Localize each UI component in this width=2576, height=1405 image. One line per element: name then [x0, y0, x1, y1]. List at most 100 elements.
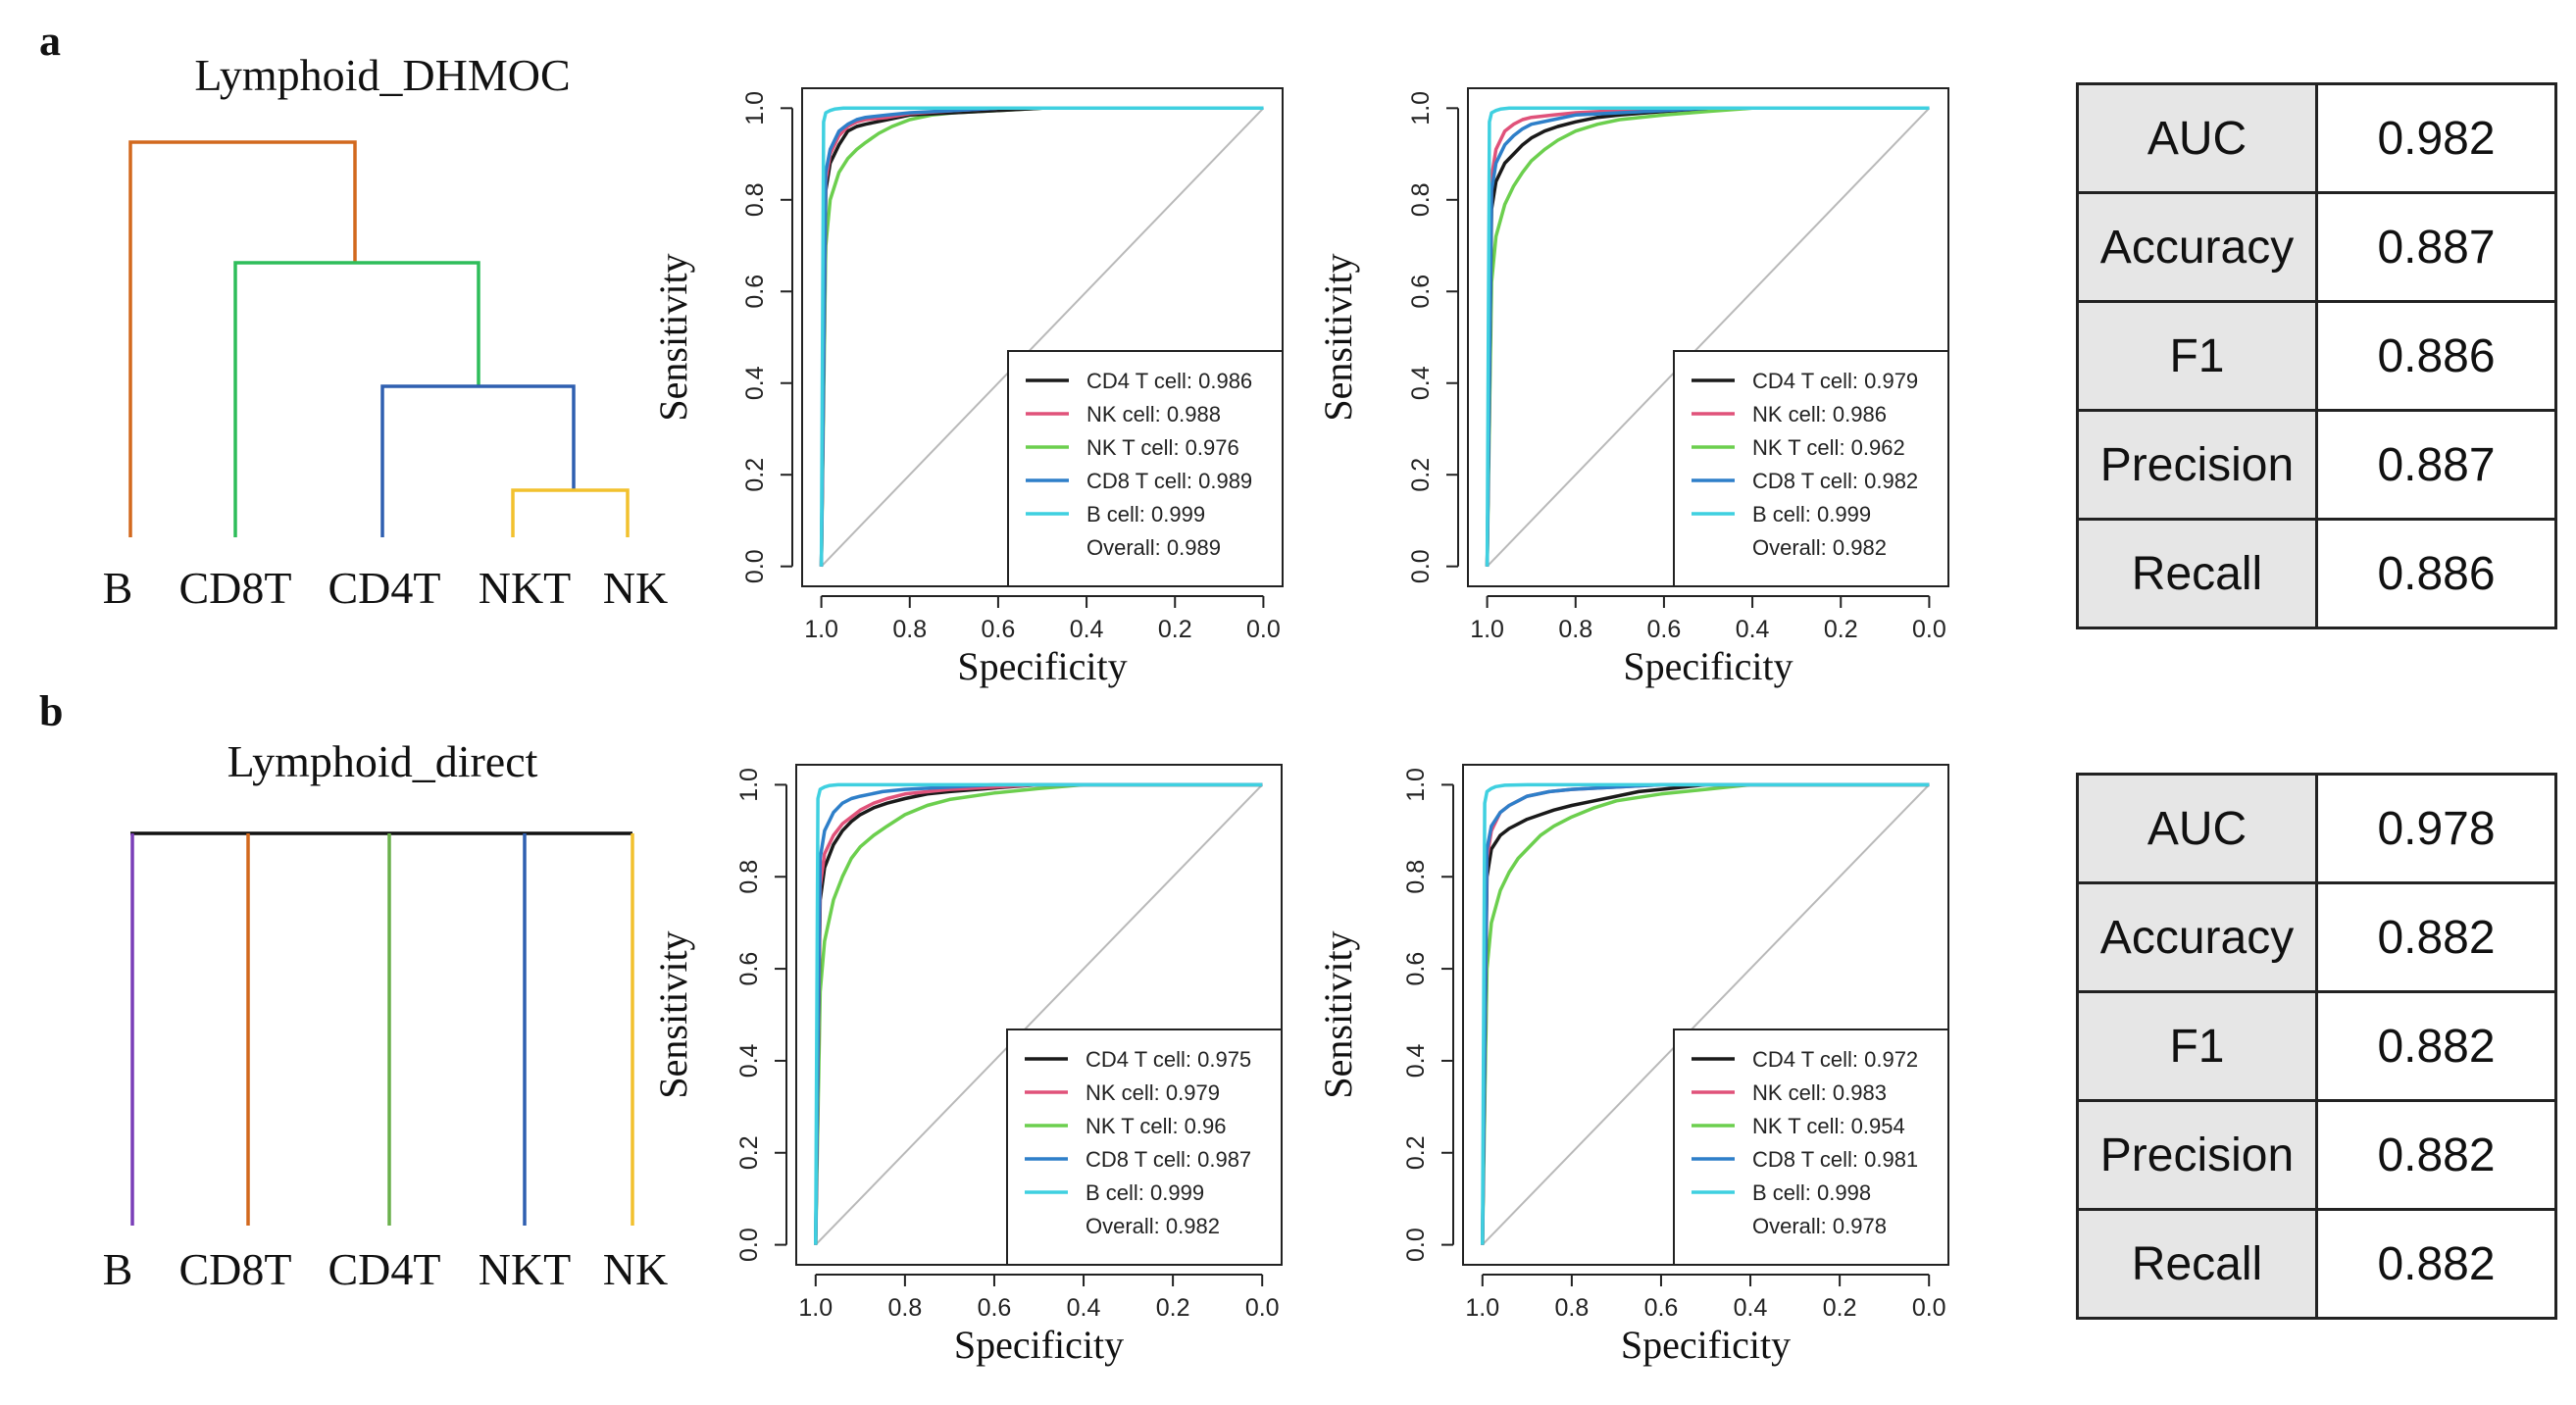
leaf-label: CD4T — [328, 563, 441, 613]
metrics-table-dhmoc: AUC 0.982 Accuracy 0.887 F1 0.886 Precis… — [2076, 82, 2557, 629]
x-tick-label: 0.0 — [1246, 616, 1281, 643]
dendrogram-branch — [128, 140, 357, 537]
legend-entry: CD8 T cell: 0.981 — [1752, 1147, 1918, 1172]
dendrogram-leaves-dhmoc: B CD8T CD4T NKT NK — [103, 563, 669, 613]
y-tick-label: 0.8 — [1402, 860, 1430, 894]
legend-entry: CD8 T cell: 0.989 — [1086, 469, 1252, 493]
legend-entry: B cell: 0.998 — [1752, 1180, 1871, 1205]
legend-entry: CD8 T cell: 0.987 — [1086, 1147, 1251, 1172]
legend-overall: Overall: 0.989 — [1086, 535, 1221, 560]
metric-value: 0.882 — [2315, 990, 2557, 1102]
metrics-row: AUC 0.978 — [2076, 773, 2557, 884]
legend-box — [1006, 1029, 1283, 1266]
x-tick-label: 0.2 — [1158, 616, 1192, 643]
metrics-table-direct: AUC 0.978 Accuracy 0.882 F1 0.882 Precis… — [2076, 773, 2557, 1320]
leaf-label: B — [103, 1244, 133, 1294]
roc-chart-b-right: 1.0 0.8 0.6 0.4 0.2 0.0 0.0 0.2 0.4 0.6 0.8 1.0 Spec… — [1316, 764, 1949, 1367]
metrics-row: Precision 0.882 — [2076, 1099, 2557, 1211]
x-axis-label: Specificity — [954, 1323, 1124, 1367]
y-tick-label: 0.8 — [1407, 182, 1435, 217]
x-tick-label: 0.0 — [1912, 1294, 1946, 1322]
leaf-label: NK — [603, 563, 668, 613]
roc-curve-nk — [814, 782, 1263, 1245]
leaf-label: CD4T — [328, 1244, 441, 1294]
y-tick-label: 0.2 — [1402, 1135, 1430, 1170]
metric-label: Recall — [2076, 518, 2318, 629]
legend-entry: CD8 T cell: 0.982 — [1752, 469, 1918, 493]
roc-curve-cd8 — [1485, 106, 1930, 567]
reference-diagonal — [1482, 783, 1930, 1246]
dendrogram-branch — [380, 384, 576, 537]
roc-curve-b — [1485, 106, 1930, 567]
y-tick-label: 0.6 — [1402, 952, 1430, 986]
roc-chart-a-left: 1.0 0.8 0.6 0.4 0.2 0.0 0.0 0.2 0.4 0.6 0.8 1.0 Spec… — [651, 87, 1284, 688]
y-tick-label: 1.0 — [1407, 91, 1435, 125]
metrics-row: F1 0.882 — [2076, 990, 2557, 1102]
metric-value: 0.887 — [2315, 191, 2557, 303]
roc-chart-b-left: 1.0 0.8 0.6 0.4 0.2 0.0 0.0 0.2 0.4 0.6 0.8 1.0 Spec… — [651, 764, 1283, 1367]
metric-value: 0.882 — [2315, 881, 2557, 993]
y-axis-label: Sensitivity — [1316, 930, 1360, 1098]
x-axis-label: Specificity — [1623, 644, 1793, 688]
y-tick-label: 0.2 — [741, 458, 769, 492]
x-tick-label: 0.2 — [1156, 1294, 1190, 1322]
legend-entry: CD4 T cell: 0.972 — [1752, 1047, 1918, 1072]
metric-label: F1 — [2076, 990, 2318, 1102]
leaf-label: CD8T — [179, 1244, 292, 1294]
y-tick-label: 0.4 — [1407, 366, 1435, 400]
metric-label: F1 — [2076, 300, 2318, 412]
roc-curve-b — [819, 106, 1264, 567]
metric-value: 0.882 — [2315, 1208, 2557, 1320]
metric-label: Accuracy — [2076, 881, 2318, 993]
y-tick-label: 1.0 — [735, 768, 763, 802]
reference-diagonal — [820, 107, 1265, 568]
leaf-label: B — [103, 563, 133, 613]
legend-entry: B cell: 0.999 — [1086, 502, 1205, 527]
y-tick-label: 1.0 — [741, 91, 769, 125]
x-tick-label: 0.6 — [978, 1294, 1012, 1322]
dendrogram-branches-dhmoc — [128, 140, 630, 537]
leaf-label: NKT — [479, 1244, 572, 1294]
legend-overall: Overall: 0.982 — [1752, 535, 1887, 560]
y-tick-label: 0.6 — [741, 275, 769, 309]
x-tick-label: 0.6 — [1647, 616, 1682, 643]
roc-curve-cd4 — [1481, 782, 1930, 1245]
metric-label: Recall — [2076, 1208, 2318, 1320]
metrics-row: Accuracy 0.882 — [2076, 881, 2557, 993]
legend-box — [1673, 1029, 1949, 1266]
y-tick-label: 0.4 — [741, 366, 769, 400]
metric-value: 0.886 — [2315, 300, 2557, 412]
y-tick-label: 0.8 — [741, 182, 769, 217]
metric-label: Precision — [2076, 1099, 2318, 1211]
legend-entry: NK T cell: 0.954 — [1752, 1114, 1905, 1138]
legend-box — [1673, 350, 1949, 587]
x-tick-label: 1.0 — [798, 1294, 833, 1322]
y-tick-label: 0.6 — [735, 952, 763, 986]
x-tick-label: 1.0 — [804, 616, 838, 643]
legend-overall: Overall: 0.978 — [1752, 1214, 1887, 1238]
x-tick-label: 0.8 — [887, 1294, 922, 1322]
x-tick-label: 0.4 — [1070, 616, 1104, 643]
legend-box — [1007, 350, 1284, 587]
panel-letter-a: a — [39, 17, 61, 65]
x-tick-label: 0.4 — [1067, 1294, 1101, 1322]
x-tick-label: 0.2 — [1824, 616, 1858, 643]
roc-curve-nkt — [1485, 106, 1930, 567]
x-tick-label: 0.6 — [1644, 1294, 1679, 1322]
dendrogram-direct: Lymphoid_direct B CD8T CD4T NKT NK — [103, 736, 669, 1294]
y-tick-label: 0.0 — [1402, 1228, 1430, 1262]
dendrogram-dhmoc: Lymphoid_DHMOC B CD8T CD4T NKT NK — [103, 50, 669, 613]
x-axis-label: Specificity — [1621, 1323, 1791, 1367]
x-tick-label: 0.8 — [892, 616, 927, 643]
y-tick-label: 0.0 — [741, 549, 769, 583]
y-tick-label: 1.0 — [1402, 768, 1430, 802]
metrics-row: Precision 0.887 — [2076, 409, 2557, 521]
legend-entry: NK cell: 0.983 — [1752, 1080, 1887, 1105]
metrics-row: F1 0.886 — [2076, 300, 2557, 412]
metrics-row: Recall 0.882 — [2076, 1208, 2557, 1320]
y-tick-label: 0.6 — [1407, 275, 1435, 309]
roc-chart-a-right: 1.0 0.8 0.6 0.4 0.2 0.0 0.0 0.2 0.4 0.6 0.8 1.0 Spec… — [1316, 87, 1949, 688]
roc-curve-cd8 — [814, 782, 1263, 1245]
legend-entry: NK T cell: 0.96 — [1086, 1114, 1226, 1138]
